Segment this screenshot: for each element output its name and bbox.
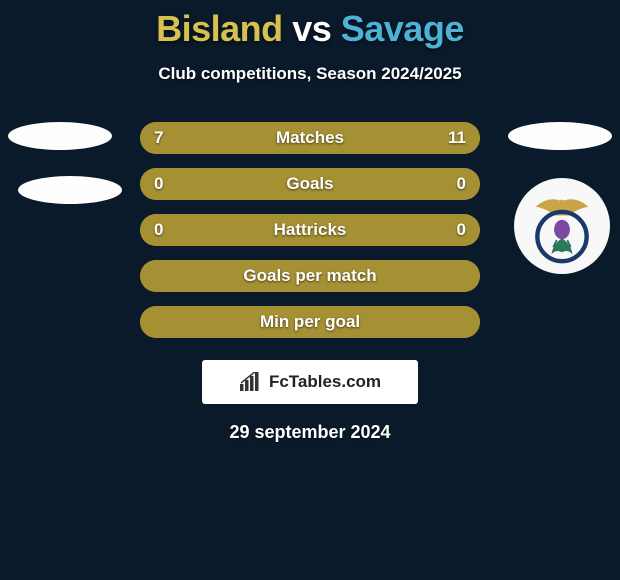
chart-icon [239,372,263,392]
stat-label: Hattricks [274,220,347,240]
date-label: 29 september 2024 [0,422,620,443]
right-ellipse-1 [508,122,612,150]
stat-row-min-per-goal: Min per goal [140,306,480,338]
stat-row-goals-per-match: Goals per match [140,260,480,292]
stat-label: Goals [286,174,333,194]
stat-value-left: 0 [154,220,163,240]
left-ellipse-1 [8,122,112,150]
stat-row-hattricks: 0 0 Hattricks [140,214,480,246]
subtitle: Club competitions, Season 2024/2025 [0,64,620,84]
stat-value-left: 7 [154,128,163,148]
left-ellipse-2 [18,176,122,204]
stat-bars: 7 11 Matches 0 0 Goals 0 0 Hattricks Goals per ma… [140,122,480,338]
stat-row-matches: 7 11 Matches [140,122,480,154]
title-vs: vs [292,8,331,49]
bar-fill-right [310,168,480,200]
title-player-left: Bisland [156,8,283,49]
club-badge [514,178,610,274]
page-title: Bisland vs Savage [0,0,620,50]
stat-value-right: 11 [448,128,466,148]
stat-value-right: 0 [457,220,466,240]
site-logo: FcTables.com [202,360,418,404]
stat-label: Goals per match [243,266,376,286]
stat-value-right: 0 [457,174,466,194]
club-crest-icon [518,182,606,270]
stat-row-goals: 0 0 Goals [140,168,480,200]
stat-label: Matches [276,128,344,148]
stat-label: Min per goal [260,312,360,332]
logo-text: FcTables.com [269,372,381,392]
stat-value-left: 0 [154,174,163,194]
title-player-right: Savage [341,8,464,49]
bar-fill-left [140,168,310,200]
